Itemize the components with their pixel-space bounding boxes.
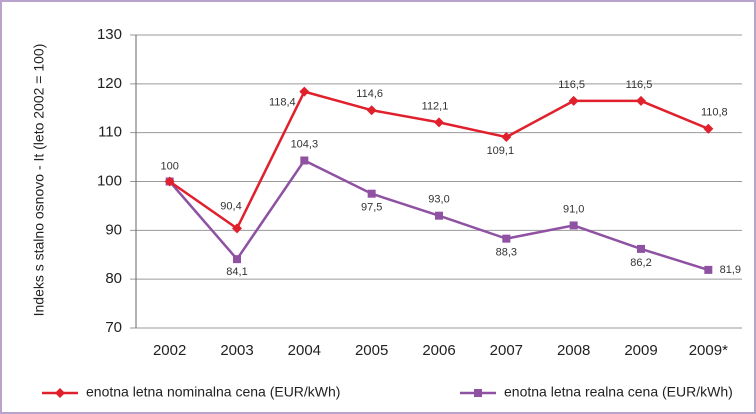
value-label: 114,6: [356, 88, 383, 100]
y-tick-label: 130: [97, 26, 122, 43]
value-label: 86,2: [630, 257, 651, 269]
value-label: 100: [160, 160, 178, 172]
legend-label: enotna letna realna cena (EUR/kWh): [504, 384, 733, 400]
data-point: [164, 176, 175, 187]
x-tick-label: 2003: [220, 342, 253, 359]
data-point: [233, 255, 241, 264]
x-tick-label: 2007: [490, 342, 523, 359]
data-point: [435, 211, 443, 220]
x-tick-label: 2004: [288, 342, 321, 359]
legend-marker: [474, 389, 482, 397]
value-label: 104,3: [291, 138, 319, 150]
data-point: [703, 123, 714, 134]
x-tick-label: 2009: [624, 342, 657, 359]
value-label: 112,1: [422, 100, 449, 112]
y-tick-label: 110: [98, 124, 122, 141]
value-label: 93,0: [428, 194, 449, 206]
data-point: [434, 117, 444, 128]
x-tick-label: 2006: [422, 342, 455, 359]
y-tick-label: 70: [105, 319, 122, 336]
data-point: [569, 221, 578, 230]
x-tick-label: 2005: [355, 342, 388, 359]
value-label: 97,5: [361, 202, 382, 214]
value-label: 109,1: [487, 145, 515, 157]
y-tick-label: 90: [105, 221, 122, 238]
data-point: [501, 132, 512, 143]
value-label: 110,8: [701, 107, 728, 119]
data-point: [232, 223, 242, 234]
y-tick-label: 80: [105, 270, 122, 287]
y-tick-label: 120: [97, 75, 122, 92]
y-tick-label: 100: [97, 172, 122, 189]
value-label: 90,4: [220, 200, 241, 212]
data-point: [367, 189, 376, 198]
legend-label: enotna letna nominalna cena (EUR/kWh): [86, 384, 340, 400]
legend-marker: [55, 388, 65, 398]
data-point: [299, 86, 310, 97]
x-tick-label: 2009*: [689, 342, 728, 359]
data-point: [636, 95, 646, 106]
value-label: 81,9: [720, 264, 741, 276]
data-point: [502, 234, 511, 243]
value-label: 118,4: [269, 97, 296, 109]
data-point: [366, 105, 377, 116]
y-axis-label: Indeks s stalno osnovo - It (leto 2002 =…: [31, 44, 47, 317]
value-label: 88,3: [496, 247, 517, 259]
x-tick-label: 2002: [153, 342, 186, 359]
data-point: [704, 265, 713, 274]
value-label: 91,0: [563, 203, 584, 215]
x-tick-label: 2008: [557, 342, 590, 359]
data-point: [637, 244, 645, 253]
data-point: [568, 95, 579, 106]
value-label: 116,5: [558, 79, 585, 91]
data-point: [300, 156, 309, 165]
value-label: 84,1: [226, 266, 247, 278]
value-label: 116,5: [626, 79, 653, 91]
